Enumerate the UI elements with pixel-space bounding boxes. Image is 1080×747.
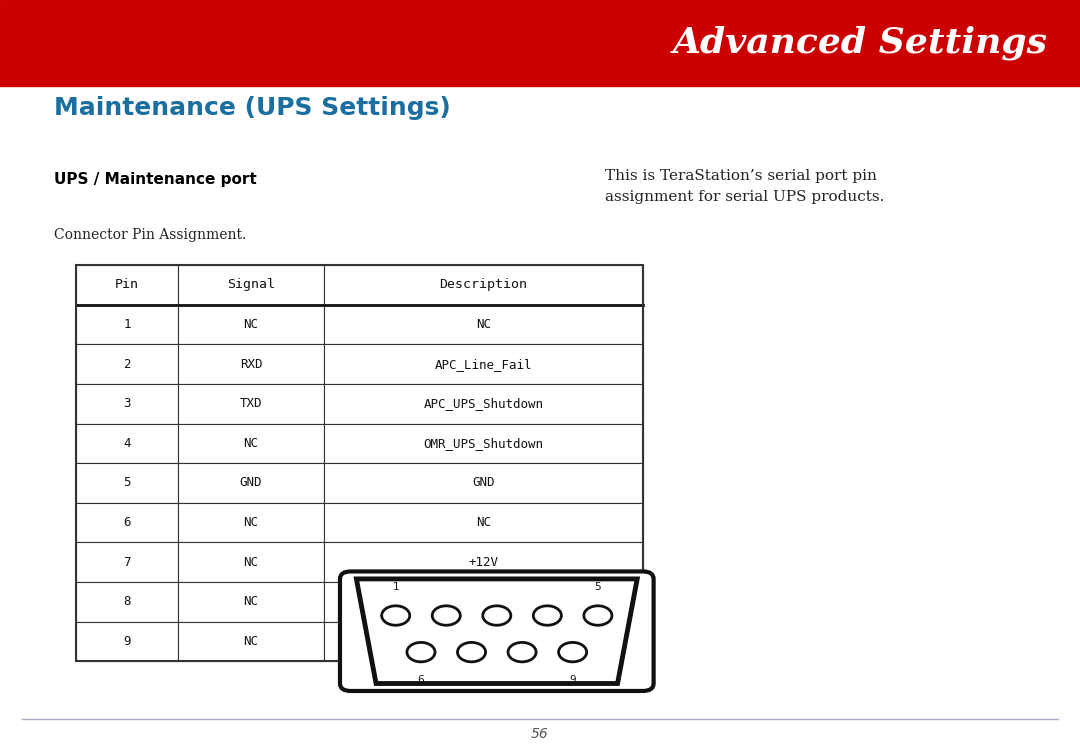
Text: Signal: Signal xyxy=(227,279,275,291)
Bar xyxy=(324,424,643,463)
Bar xyxy=(76,384,178,424)
Text: This is TeraStation’s serial port pin
assignment for serial UPS products.: This is TeraStation’s serial port pin as… xyxy=(605,170,885,204)
Text: 9: 9 xyxy=(123,635,131,648)
Text: RXD: RXD xyxy=(240,358,262,371)
Text: 5: 5 xyxy=(595,583,602,592)
Text: NC: NC xyxy=(244,556,258,568)
Text: GND: GND xyxy=(240,477,262,489)
Text: 56: 56 xyxy=(531,727,549,740)
Bar xyxy=(178,542,324,582)
Bar xyxy=(76,463,178,503)
Circle shape xyxy=(483,606,511,625)
Circle shape xyxy=(534,606,562,625)
Text: 6: 6 xyxy=(418,675,424,685)
Bar xyxy=(178,463,324,503)
Text: APC_UPS_Shutdown: APC_UPS_Shutdown xyxy=(423,397,543,410)
Bar xyxy=(178,305,324,344)
Text: Advanced Settings: Advanced Settings xyxy=(673,25,1048,61)
Bar xyxy=(76,344,178,384)
Text: 2: 2 xyxy=(123,358,131,371)
Bar xyxy=(178,622,324,661)
Text: 4: 4 xyxy=(123,437,131,450)
Text: Maintenance (UPS Settings): Maintenance (UPS Settings) xyxy=(54,96,450,120)
Bar xyxy=(76,503,178,542)
Circle shape xyxy=(508,642,536,662)
Circle shape xyxy=(558,642,586,662)
Bar xyxy=(324,344,643,384)
Text: NC: NC xyxy=(244,318,258,331)
Text: 8: 8 xyxy=(123,595,131,608)
Bar xyxy=(178,265,324,305)
Bar xyxy=(324,582,643,622)
Bar xyxy=(76,305,178,344)
Polygon shape xyxy=(356,579,637,684)
Bar xyxy=(324,622,643,661)
Text: GND: GND xyxy=(472,477,495,489)
Text: NC: NC xyxy=(476,318,490,331)
Bar xyxy=(324,384,643,424)
Bar xyxy=(178,424,324,463)
Text: NC: NC xyxy=(476,516,490,529)
Circle shape xyxy=(584,606,612,625)
Text: +12V: +12V xyxy=(469,556,498,568)
Bar xyxy=(178,344,324,384)
Bar xyxy=(76,424,178,463)
Text: TXD: TXD xyxy=(240,397,262,410)
Text: 9: 9 xyxy=(569,675,576,685)
Bar xyxy=(76,622,178,661)
Text: OMR_UPS_Shutdown: OMR_UPS_Shutdown xyxy=(423,437,543,450)
Bar xyxy=(76,542,178,582)
Text: 5: 5 xyxy=(123,477,131,489)
Text: Connector Pin Assignment.: Connector Pin Assignment. xyxy=(54,229,246,242)
Bar xyxy=(76,265,178,305)
Bar xyxy=(324,542,643,582)
Text: OMR_Line_Fail: OMR_Line_Fail xyxy=(434,595,532,608)
Circle shape xyxy=(381,606,409,625)
Text: NC: NC xyxy=(244,516,258,529)
Bar xyxy=(178,503,324,542)
Bar xyxy=(178,384,324,424)
Text: NC: NC xyxy=(476,635,490,648)
Text: 7: 7 xyxy=(123,556,131,568)
Bar xyxy=(178,582,324,622)
Bar xyxy=(76,582,178,622)
Text: 6: 6 xyxy=(123,516,131,529)
Circle shape xyxy=(458,642,486,662)
Bar xyxy=(76,265,643,661)
Bar xyxy=(324,305,643,344)
Text: 1: 1 xyxy=(123,318,131,331)
Text: 3: 3 xyxy=(123,397,131,410)
Text: NC: NC xyxy=(244,437,258,450)
Text: NC: NC xyxy=(244,635,258,648)
Text: APC_Line_Fail: APC_Line_Fail xyxy=(434,358,532,371)
Text: Description: Description xyxy=(440,279,527,291)
Text: UPS / Maintenance port: UPS / Maintenance port xyxy=(54,172,257,187)
Bar xyxy=(324,265,643,305)
Text: NC: NC xyxy=(244,595,258,608)
Bar xyxy=(324,463,643,503)
FancyBboxPatch shape xyxy=(340,571,653,691)
Circle shape xyxy=(432,606,460,625)
Text: Pin: Pin xyxy=(114,279,139,291)
Circle shape xyxy=(407,642,435,662)
Bar xyxy=(324,503,643,542)
Text: 1: 1 xyxy=(392,583,399,592)
Bar xyxy=(0,0,1080,86)
